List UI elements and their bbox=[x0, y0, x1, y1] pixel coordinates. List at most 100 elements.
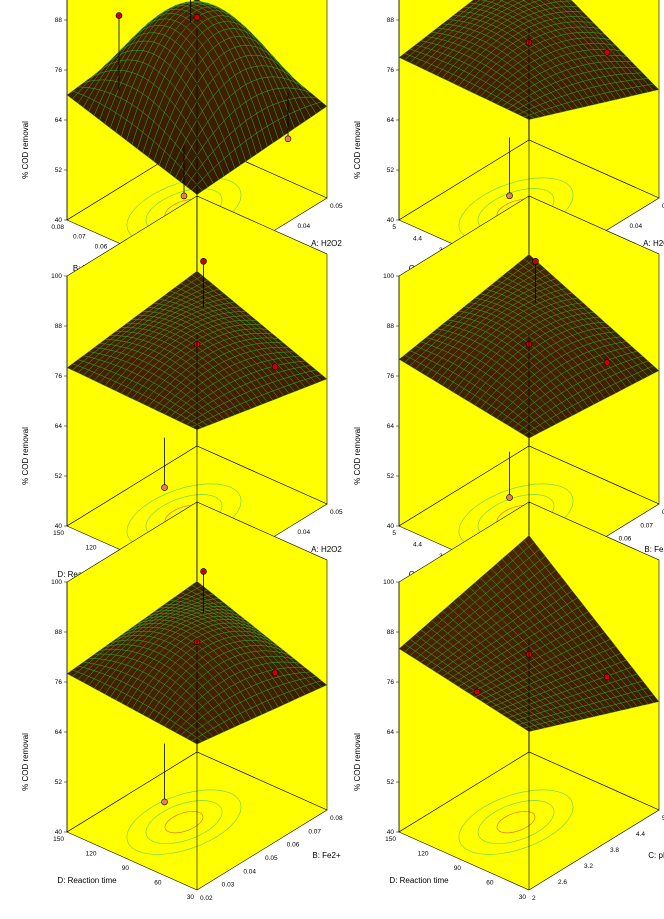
z-tick-label: 88 bbox=[55, 629, 63, 636]
z-tick-label: 76 bbox=[55, 679, 63, 686]
design-point bbox=[473, 688, 481, 696]
x-tick-label: 0.06 bbox=[287, 842, 300, 849]
y-tick-label: 60 bbox=[154, 880, 162, 887]
x-tick-label: 0.05 bbox=[662, 203, 664, 210]
design-point bbox=[180, 192, 188, 200]
floor-contour bbox=[458, 789, 574, 855]
y-tick-label: 5 bbox=[392, 530, 396, 537]
response-surface bbox=[66, 270, 328, 430]
y-tick-label: 5 bbox=[392, 224, 396, 231]
design-point bbox=[603, 49, 611, 56]
y-tick-label: 150 bbox=[385, 836, 396, 843]
z-tick-label: 40 bbox=[55, 217, 63, 224]
design-point bbox=[193, 14, 201, 21]
chart-ph-time: 40 52 64 76 88 100 % COD removal 2 2.6 3.2 3.8 4.4 5… bbox=[353, 501, 664, 902]
z-axis-label: % COD removal bbox=[21, 121, 30, 179]
z-tick-label: 64 bbox=[55, 423, 63, 430]
x-axis-label: A: H2O2 bbox=[311, 239, 342, 248]
response-surface bbox=[398, 0, 660, 120]
x-axis-label: B: Fe2+ bbox=[312, 851, 341, 860]
panel-ph-time: 40 52 64 76 88 100 % COD removal 2 2.6 3.2 3.8 4.4 5… bbox=[332, 501, 664, 918]
z-tick-label: 88 bbox=[387, 629, 395, 636]
y-tick-label: 120 bbox=[86, 851, 97, 858]
x-tick-label: 0.07 bbox=[308, 828, 321, 835]
x-tick-label: 0.08 bbox=[330, 815, 343, 822]
z-tick-label: 64 bbox=[387, 117, 395, 124]
design-point bbox=[115, 12, 123, 19]
y-tick-label: 150 bbox=[53, 530, 64, 537]
y-tick-label: 4.4 bbox=[413, 236, 422, 243]
z-tick-label: 40 bbox=[55, 829, 63, 836]
response-surface bbox=[66, 0, 328, 195]
x-tick-label: 0.05 bbox=[330, 203, 343, 210]
panel-fe2-time: 40 52 64 76 88 100 % COD removal 0.02 0.03 0.04 0.… bbox=[0, 501, 343, 918]
response-surface bbox=[398, 254, 660, 439]
x-axis-label: A: H2O2 bbox=[643, 239, 664, 248]
y-tick-label: 120 bbox=[86, 545, 97, 552]
design-point bbox=[506, 192, 513, 200]
x-tick-label: 0.05 bbox=[330, 509, 343, 516]
z-tick-label: 88 bbox=[387, 323, 395, 330]
x-tick-label: 0.04 bbox=[243, 868, 256, 875]
z-tick-label: 64 bbox=[387, 729, 395, 736]
floor-contour bbox=[496, 810, 536, 834]
z-tick-label: 52 bbox=[55, 473, 63, 480]
design-point bbox=[271, 669, 279, 677]
z-tick-label: 76 bbox=[55, 67, 63, 74]
design-point bbox=[603, 359, 611, 366]
z-tick-label: 52 bbox=[55, 167, 63, 174]
z-tick-label: 88 bbox=[387, 17, 395, 24]
y-tick-label: 120 bbox=[418, 851, 429, 858]
x-tick-label: 3.2 bbox=[584, 863, 593, 870]
design-point bbox=[284, 135, 292, 143]
design-point bbox=[603, 673, 611, 681]
z-axis-label: % COD removal bbox=[353, 733, 362, 791]
x-tick-label: 0.04 bbox=[298, 529, 311, 536]
z-tick-label: 52 bbox=[55, 779, 63, 786]
design-point bbox=[200, 257, 207, 265]
x-tick-label: 0.05 bbox=[265, 855, 278, 862]
x-tick-label: 0.04 bbox=[298, 223, 311, 230]
z-axis-label: % COD removal bbox=[353, 427, 362, 485]
floor-contour bbox=[126, 789, 242, 855]
z-tick-label: 76 bbox=[55, 373, 63, 380]
x-tick-label: 0.06 bbox=[619, 536, 632, 543]
chart-fe2-time: 40 52 64 76 88 100 % COD removal 0.02 0.03 0.04 0.… bbox=[21, 501, 343, 902]
design-point bbox=[506, 494, 513, 501]
z-tick-label: 88 bbox=[55, 17, 63, 24]
y-tick-label: 150 bbox=[53, 836, 64, 843]
x-tick-label: 2 bbox=[532, 895, 536, 902]
z-tick-label: 76 bbox=[387, 373, 395, 380]
z-tick-label: 100 bbox=[383, 579, 394, 586]
floor-contour bbox=[145, 800, 223, 844]
x-tick-label: 0.04 bbox=[630, 223, 643, 230]
design-point bbox=[161, 798, 168, 806]
design-point bbox=[161, 484, 168, 491]
x-tick-label: 0.08 bbox=[662, 509, 664, 516]
z-tick-label: 40 bbox=[55, 523, 63, 530]
x-tick-label: 4.4 bbox=[636, 831, 645, 838]
floor-contour bbox=[477, 800, 555, 844]
z-tick-label: 88 bbox=[55, 323, 63, 330]
y-tick-label: 30 bbox=[187, 894, 195, 901]
z-axis-label: % COD removal bbox=[21, 733, 30, 791]
z-tick-label: 64 bbox=[387, 423, 395, 430]
z-tick-label: 52 bbox=[387, 167, 395, 174]
y-tick-label: 90 bbox=[454, 865, 462, 872]
z-tick-label: 52 bbox=[387, 779, 395, 786]
y-tick-label: 0.08 bbox=[51, 224, 64, 231]
x-axis-label: C: pH bbox=[648, 851, 664, 860]
z-tick-label: 40 bbox=[387, 523, 395, 530]
z-tick-label: 76 bbox=[387, 67, 395, 74]
floor-contour bbox=[164, 810, 204, 834]
x-axis-label: B: Fe2+ bbox=[644, 545, 664, 554]
z-tick-label: 64 bbox=[55, 117, 63, 124]
x-tick-label: 0.02 bbox=[200, 895, 213, 902]
y-tick-label: 30 bbox=[519, 894, 527, 901]
x-axis-label: A: H2O2 bbox=[311, 545, 342, 554]
z-tick-label: 100 bbox=[51, 579, 62, 586]
z-axis-label: % COD removal bbox=[353, 121, 362, 179]
